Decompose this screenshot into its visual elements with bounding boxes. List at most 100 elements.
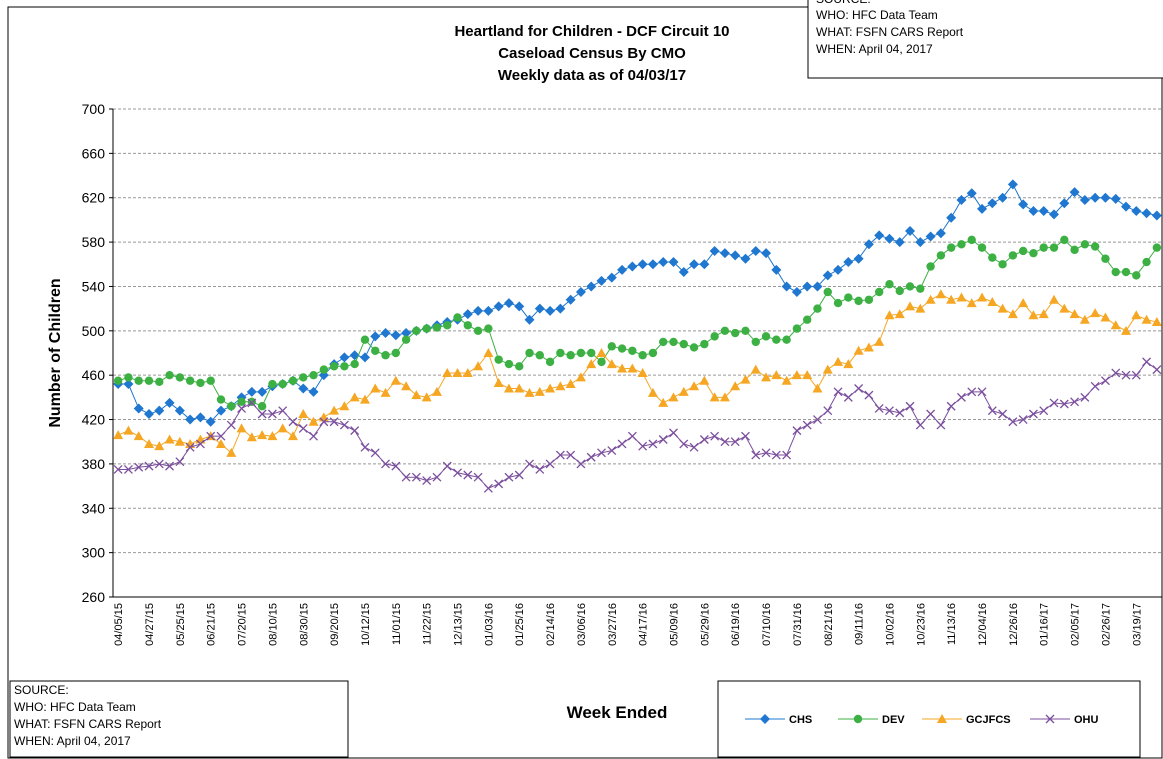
data-point — [545, 383, 556, 393]
data-point — [678, 267, 689, 278]
data-point — [340, 362, 349, 371]
data-point — [1121, 267, 1131, 277]
data-point — [874, 230, 885, 241]
data-point — [524, 314, 535, 325]
data-point — [154, 459, 164, 469]
data-point — [679, 339, 688, 349]
data-point — [617, 363, 628, 373]
data-point — [998, 260, 1007, 269]
data-point — [617, 264, 628, 275]
data-point — [473, 472, 483, 482]
data-point — [236, 423, 247, 433]
data-point — [905, 301, 916, 311]
data-point — [524, 387, 535, 397]
data-point — [740, 253, 751, 264]
data-point — [669, 428, 678, 438]
source-text: WHAT: FSFN CARS Report — [14, 717, 162, 731]
data-point — [164, 397, 175, 408]
data-point — [791, 370, 802, 380]
data-point — [576, 459, 586, 469]
data-point — [1110, 320, 1121, 330]
data-point — [237, 397, 246, 406]
x-tick-label: 05/09/16 — [668, 603, 680, 646]
data-point — [956, 194, 967, 205]
data-point — [411, 390, 422, 400]
data-point — [926, 409, 936, 419]
data-point — [956, 392, 966, 402]
data-point — [1059, 198, 1070, 209]
data-point — [587, 348, 596, 358]
data-point — [411, 472, 421, 482]
data-point — [750, 245, 761, 256]
data-point — [164, 434, 175, 444]
data-point — [227, 402, 236, 411]
data-point — [514, 470, 524, 480]
data-point — [401, 472, 411, 482]
x-tick-label: 02/26/17 — [1100, 603, 1112, 646]
data-point — [535, 464, 545, 474]
data-point — [390, 375, 401, 385]
data-point — [1141, 208, 1152, 219]
data-point — [905, 401, 915, 411]
data-point — [1152, 243, 1162, 252]
data-point — [771, 370, 782, 380]
data-point — [216, 395, 226, 404]
data-point — [412, 326, 421, 336]
data-point — [1141, 314, 1152, 324]
data-point — [669, 337, 678, 347]
data-point — [319, 365, 329, 374]
data-point — [226, 420, 236, 430]
data-point — [309, 370, 318, 380]
data-point — [277, 423, 288, 433]
data-point — [370, 448, 380, 458]
data-point — [1132, 271, 1141, 280]
data-point — [863, 342, 874, 352]
data-point — [730, 437, 740, 447]
data-point — [771, 264, 782, 275]
y-tick-label: 540 — [82, 278, 106, 294]
data-point — [700, 339, 709, 349]
data-point — [637, 259, 648, 270]
source-text: WHO: HFC Data Team — [14, 700, 136, 714]
data-point — [699, 435, 709, 444]
data-point — [370, 331, 381, 342]
data-point — [915, 237, 926, 248]
data-point — [503, 383, 514, 393]
source-text: WHEN: April 04, 2017 — [14, 734, 131, 748]
data-point — [143, 409, 154, 419]
source-text: WHAT: FSFN CARS Report — [816, 25, 964, 39]
data-point — [925, 294, 936, 304]
data-point — [1090, 192, 1101, 203]
x-axis-label: Week Ended — [567, 703, 668, 722]
data-point — [843, 392, 853, 402]
data-point — [782, 450, 792, 460]
data-point — [329, 362, 339, 371]
data-point — [822, 270, 833, 281]
data-point — [679, 439, 689, 449]
data-point — [761, 332, 771, 341]
data-point — [1090, 381, 1100, 391]
data-point — [597, 448, 606, 458]
data-point — [638, 441, 648, 451]
data-point — [1151, 210, 1162, 221]
data-point — [144, 461, 154, 471]
data-point — [329, 405, 340, 415]
data-point — [1121, 370, 1131, 380]
data-point — [1111, 267, 1120, 277]
data-point — [668, 257, 679, 268]
data-point — [299, 373, 308, 382]
source-box — [9, 680, 349, 758]
data-point — [812, 281, 823, 292]
data-point — [319, 417, 329, 427]
data-point — [935, 289, 946, 299]
data-point — [381, 459, 390, 469]
x-tick-label: 07/20/15 — [237, 603, 249, 646]
data-point — [113, 430, 124, 440]
data-point — [1070, 397, 1080, 407]
data-point — [627, 261, 638, 272]
data-point — [401, 335, 411, 344]
data-point — [1111, 368, 1121, 378]
data-point — [575, 372, 586, 382]
data-point — [453, 313, 462, 322]
x-tick-label: 02/05/17 — [1070, 603, 1082, 646]
